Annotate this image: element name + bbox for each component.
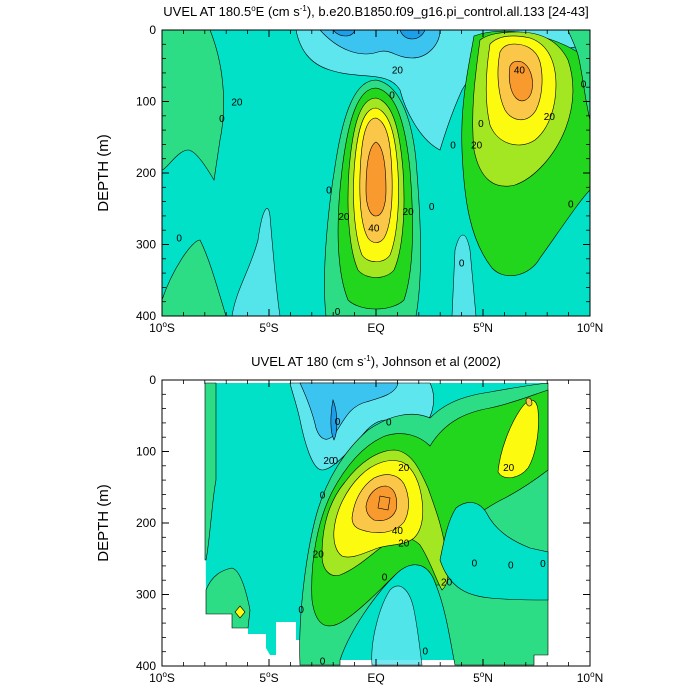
observed-necc-level-40 [525, 397, 533, 407]
x-tick-label: EQ [367, 671, 384, 685]
observed-necc-level-30 [497, 399, 539, 479]
y-tick-label: 400 [136, 659, 156, 673]
x-tick-label: 5oS [259, 320, 278, 335]
y-tick-label: 100 [136, 445, 156, 459]
contour-label: 0 [176, 233, 182, 244]
observed-euc-peak [377, 495, 391, 511]
model-contour-labels: 20 0 20 0 40 20 20 0 0 0 0 0 20 40 20 0 0 0 0 [176, 65, 587, 318]
y-tick-label: 200 [136, 516, 156, 530]
necc-level-50 [508, 60, 533, 102]
contour-label: 0 [389, 90, 395, 101]
contour-label: 0 [333, 456, 339, 467]
contour-label: 20 [323, 456, 335, 467]
y-tick-label: 0 [149, 373, 156, 387]
y-tick-label: 300 [136, 238, 156, 252]
y-tick-label: 0 [149, 23, 156, 37]
contour-label: 0 [320, 656, 326, 667]
y-tick-label: 100 [136, 95, 156, 109]
contour-label: 20 [398, 463, 410, 474]
contour-label: 0 [450, 140, 456, 151]
contour-label: 0 [335, 307, 341, 318]
observed-panel-title: UVEL AT 180 (cm s-1), Johnson et al (200… [251, 354, 501, 369]
southwest-deep-band [162, 239, 227, 316]
model-contour-field [162, 30, 590, 316]
observed-y-axis-label: DEPTH (m) [95, 484, 112, 562]
contour-label: 20 [544, 112, 556, 123]
northern-westward-tongue [451, 234, 477, 316]
observed-sec-core [330, 398, 338, 441]
contour-label: 0 [219, 114, 225, 125]
x-tick-label: 5oN [473, 320, 493, 335]
contour-label: 20 [398, 538, 410, 549]
contour-label: 0 [581, 80, 587, 91]
x-tick-label: 10oN [577, 320, 603, 335]
contour-label: 0 [568, 200, 574, 211]
contour-label: 20 [471, 140, 483, 151]
east-eastward-strip [567, 30, 590, 121]
observed-small-patch [234, 605, 246, 619]
euc-level-50 [365, 141, 387, 217]
contour-label: 40 [392, 526, 404, 537]
model-panel-title: UVEL AT 180.5oE (cm s-1), b.e20.B1850.f0… [163, 4, 588, 19]
contour-label: 20 [231, 98, 243, 109]
x-tick-label: 10oS [149, 670, 175, 685]
contour-label: 0 [478, 119, 484, 130]
model-y-axis-label: DEPTH (m) [95, 134, 112, 212]
contour-label: 0 [540, 559, 546, 570]
observed-east-subsurface [439, 502, 549, 601]
contour-label: 0 [382, 573, 388, 584]
contour-label: 0 [472, 558, 478, 569]
contour-label: 0 [386, 417, 392, 428]
contour-label: 40 [368, 223, 380, 234]
x-tick-label: 5oS [259, 670, 278, 685]
contour-label: 20 [403, 207, 415, 218]
x-tick-label: 10oS [149, 320, 175, 335]
observed-west-eastward-strip [204, 382, 217, 561]
contour-label: 0 [335, 417, 341, 428]
observed-contour-field [204, 382, 549, 666]
y-tick-label: 400 [136, 309, 156, 323]
y-tick-label: 200 [136, 166, 156, 180]
observed-panel: UVEL AT 180 (cm s-1), Johnson et al (200… [95, 354, 603, 685]
contour-label: 0 [459, 258, 465, 269]
contour-label: 20 [338, 212, 350, 223]
contour-label: 0 [326, 185, 332, 196]
contour-label: 0 [429, 202, 435, 213]
contour-label: 0 [320, 490, 326, 501]
y-tick-label: 300 [136, 588, 156, 602]
southern-westward-tongue [231, 208, 281, 316]
model-panel: UVEL AT 180.5oE (cm s-1), b.e20.B1850.f0… [95, 4, 603, 335]
x-tick-label: EQ [367, 321, 384, 335]
contour-label: 0 [422, 646, 428, 657]
contour-label: 20 [503, 463, 515, 474]
x-tick-label: 5oN [473, 670, 493, 685]
contour-label: 0 [298, 605, 304, 616]
x-tick-label: 10oN [577, 670, 603, 685]
contour-label: 0 [508, 560, 514, 571]
contour-label: 20 [441, 578, 453, 589]
contour-label: 40 [514, 65, 526, 76]
contour-label: 20 [313, 550, 325, 561]
observed-deep-westward [371, 585, 423, 666]
contour-label: 20 [392, 65, 404, 76]
west-surface-eastward-band [162, 30, 224, 181]
